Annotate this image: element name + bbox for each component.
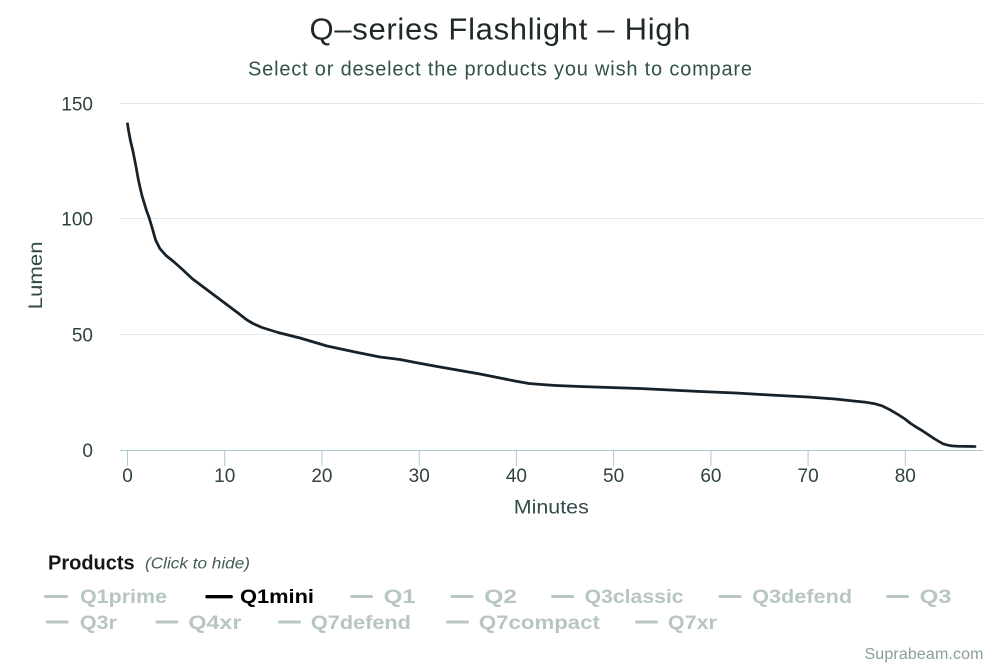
svg-text:70: 70 xyxy=(798,466,819,487)
svg-text:Minutes: Minutes xyxy=(514,498,589,519)
svg-text:Q1: Q1 xyxy=(384,587,417,608)
svg-text:80: 80 xyxy=(895,466,916,487)
svg-text:Q1prime: Q1prime xyxy=(80,587,167,608)
svg-text:10: 10 xyxy=(214,466,235,487)
svg-text:Q7defend: Q7defend xyxy=(311,613,411,634)
svg-text:Q3defend: Q3defend xyxy=(752,587,852,608)
svg-text:50: 50 xyxy=(72,326,93,347)
svg-text:0: 0 xyxy=(82,441,93,462)
svg-text:150: 150 xyxy=(61,94,93,115)
svg-text:100: 100 xyxy=(61,210,93,231)
svg-text:Q1mini: Q1mini xyxy=(240,587,314,608)
svg-text:60: 60 xyxy=(700,466,721,487)
svg-text:Lumen: Lumen xyxy=(26,241,47,309)
svg-text:30: 30 xyxy=(409,466,430,487)
svg-text:Q3classic: Q3classic xyxy=(585,587,684,608)
svg-text:Select or deselect the product: Select or deselect the products you wish… xyxy=(248,58,752,80)
svg-text:50: 50 xyxy=(603,466,624,487)
svg-text:Q3: Q3 xyxy=(920,587,952,608)
svg-text:20: 20 xyxy=(311,466,332,487)
svg-text:0: 0 xyxy=(122,466,133,487)
svg-text:40: 40 xyxy=(506,466,527,487)
svg-text:Q4xr: Q4xr xyxy=(188,613,242,634)
svg-text:Products: Products xyxy=(48,552,135,574)
svg-text:Q2: Q2 xyxy=(484,587,517,608)
svg-text:Q3r: Q3r xyxy=(80,613,118,634)
svg-text:Q7compact: Q7compact xyxy=(479,613,601,634)
svg-text:(Click to hide): (Click to hide) xyxy=(145,556,250,573)
svg-text:Q7xr: Q7xr xyxy=(668,613,718,634)
svg-text:Suprabeam.com: Suprabeam.com xyxy=(865,646,984,663)
svg-text:Q–series Flashlight – High: Q–series Flashlight – High xyxy=(310,12,691,47)
